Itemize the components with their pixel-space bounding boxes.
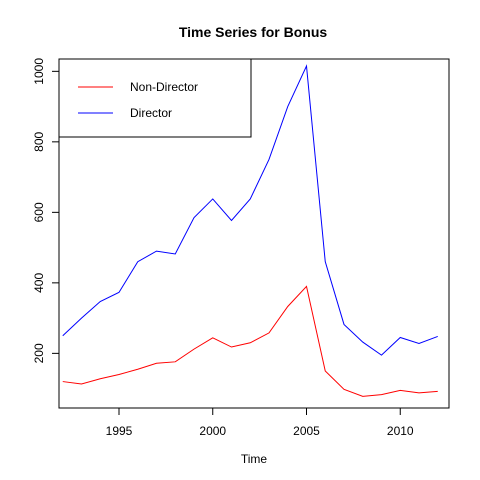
series-layer	[62, 64, 438, 397]
series-line-non-director	[62, 285, 438, 397]
x-axis-label: Time	[241, 452, 268, 466]
x-axis: 1995 2000 2005 2010	[106, 407, 414, 438]
chart-title: Time Series for Bonus	[179, 24, 328, 40]
x-tick-label: 2000	[199, 424, 226, 438]
y-tick-label: 400	[32, 273, 46, 293]
y-tick-label: 1000	[32, 58, 46, 85]
y-tick-label: 800	[32, 132, 46, 152]
legend-label-non-director: Non-Director	[130, 80, 198, 94]
legend-box	[58, 58, 252, 138]
y-tick-label: 200	[32, 343, 46, 363]
y-axis: 200 400 600 800 1000	[32, 58, 60, 363]
series-line-director	[62, 64, 438, 356]
y-tick-label: 600	[32, 202, 46, 222]
x-tick-label: 1995	[106, 424, 133, 438]
legend: Non-Director Director	[58, 58, 252, 138]
legend-label-director: Director	[130, 106, 172, 120]
x-tick-label: 2005	[293, 424, 320, 438]
x-tick-label: 2010	[387, 424, 414, 438]
